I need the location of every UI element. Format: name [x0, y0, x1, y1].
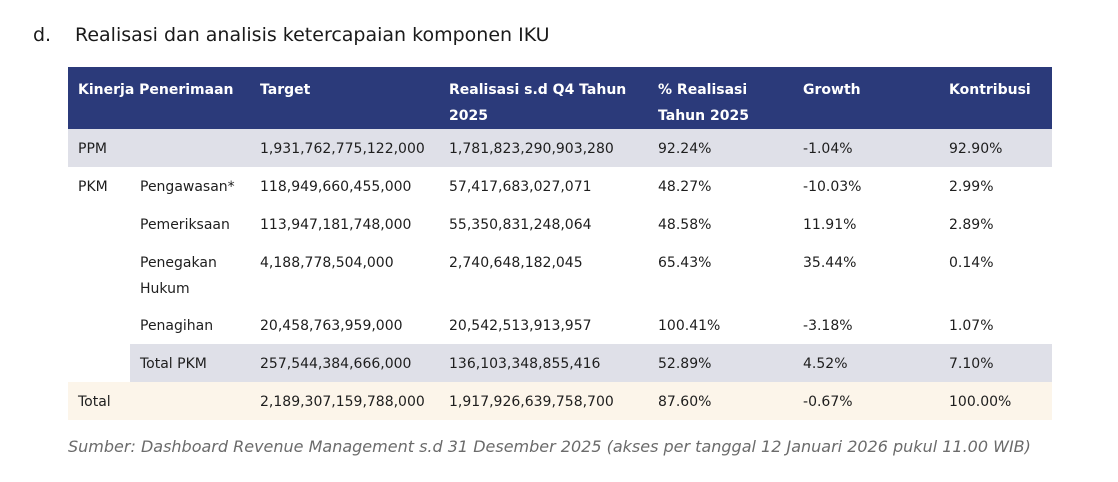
cell-group: PKM [78, 179, 108, 195]
cell-group: Total [68, 382, 130, 420]
cell-persen: 48.27% [658, 179, 712, 195]
cell-realisasi: 55,350,831,248,064 [449, 217, 592, 233]
cell-persen: 52.89% [648, 344, 794, 382]
cell-kontribusi: 1.07% [949, 318, 994, 334]
cell-kontribusi: 2.99% [949, 179, 994, 195]
source-caption: Sumber: Dashboard Revenue Management s.d… [68, 437, 1031, 456]
cell-growth: 4.52% [793, 344, 940, 382]
cell-growth: -3.18% [803, 318, 853, 334]
cell-persen: 87.60% [648, 382, 794, 420]
cell-realisasi: 57,417,683,027,071 [449, 179, 592, 195]
section-title: Realisasi dan analisis ketercapaian komp… [75, 24, 550, 46]
section-number: d. [33, 24, 52, 46]
cell-realisasi: 136,103,348,855,416 [439, 344, 649, 382]
cell-growth: -0.67% [793, 382, 940, 420]
cell-target: 1,931,762,775,122,000 [250, 129, 440, 167]
cell-persen: 65.43% [658, 255, 712, 271]
cell-persen: 48.58% [658, 217, 712, 233]
cell-target: 257,544,384,666,000 [250, 344, 440, 382]
cell-persen: 92.24% [648, 129, 794, 167]
cell-realisasi: 2,740,648,182,045 [449, 255, 583, 271]
cell-target: 118,949,660,455,000 [260, 179, 412, 195]
table-row: PPM 1,931,762,775,122,000 1,781,823,290,90… [68, 129, 1053, 167]
cell-growth: 11.91% [803, 217, 857, 233]
cell-sub: Pengawasan* [140, 179, 235, 195]
cell-group [68, 243, 130, 306]
cell-kontribusi: 7.10% [939, 344, 1053, 382]
iku-table: Kinerja Penerimaan Target Realisasi s.d … [68, 67, 1053, 420]
cell-group [68, 344, 130, 382]
cell-target: 2,189,307,159,788,000 [250, 382, 440, 420]
cell-target: 20,458,763,959,000 [260, 318, 403, 334]
cell-sub: Pemeriksaan [140, 217, 230, 233]
header-growth: Growth [803, 82, 861, 98]
cell-group [68, 205, 130, 243]
header-kontribusi: Kontribusi [949, 82, 1031, 98]
table-row: Total 2,189,307,159,788,000 1,917,926,639,… [68, 382, 1053, 420]
header-realisasi: Realisasi s.d Q4 Tahun 2025 [449, 82, 627, 124]
cell-growth: 35.44% [803, 255, 857, 271]
cell-growth: -10.03% [803, 179, 862, 195]
table-row: Penagihan 20,458,763,959,000 20,542,513,91… [68, 306, 1052, 344]
cell-realisasi: 20,542,513,913,957 [449, 318, 592, 334]
cell-sub: Penegakan Hukum [140, 255, 217, 297]
cell-group: PPM [68, 129, 130, 167]
cell-target: 113,947,181,748,000 [260, 217, 412, 233]
cell-sub [130, 382, 251, 420]
cell-kontribusi: 0.14% [949, 255, 994, 271]
table-row: Pemeriksaan 113,947,181,748,000 55,350,831… [68, 205, 1052, 243]
cell-sub: Penagihan [140, 318, 214, 334]
table-row: Total PKM 257,544,384,666,000 136,103,348,… [68, 344, 1053, 382]
header-target: Target [260, 82, 311, 98]
cell-growth: -1.04% [793, 129, 940, 167]
table-row: Penegakan Hukum 4,188,778,504,000 2,740,64… [68, 243, 1052, 306]
cell-kontribusi: 2.89% [949, 217, 994, 233]
cell-realisasi: 1,917,926,639,758,700 [439, 382, 649, 420]
cell-target: 4,188,778,504,000 [260, 255, 394, 271]
header-persen-realisasi: % Realisasi Tahun 2025 [658, 82, 749, 124]
cell-kontribusi: 100.00% [939, 382, 1053, 420]
cell-realisasi: 1,781,823,290,903,280 [439, 129, 649, 167]
table-header-row: Kinerja Penerimaan Target Realisasi s.d … [68, 67, 1053, 129]
cell-group [68, 306, 130, 344]
section-heading: d. Realisasi dan analisis ketercapaian ko… [33, 24, 550, 46]
cell-persen: 100.41% [658, 318, 721, 334]
header-kinerja: Kinerja Penerimaan [78, 82, 234, 98]
table-row: PKM Pengawasan* 118,949,660,455,000 57,417,… [68, 167, 1052, 205]
cell-kontribusi: 92.90% [939, 129, 1053, 167]
cell-sub: Total PKM [130, 344, 251, 382]
cell-sub [130, 129, 251, 167]
